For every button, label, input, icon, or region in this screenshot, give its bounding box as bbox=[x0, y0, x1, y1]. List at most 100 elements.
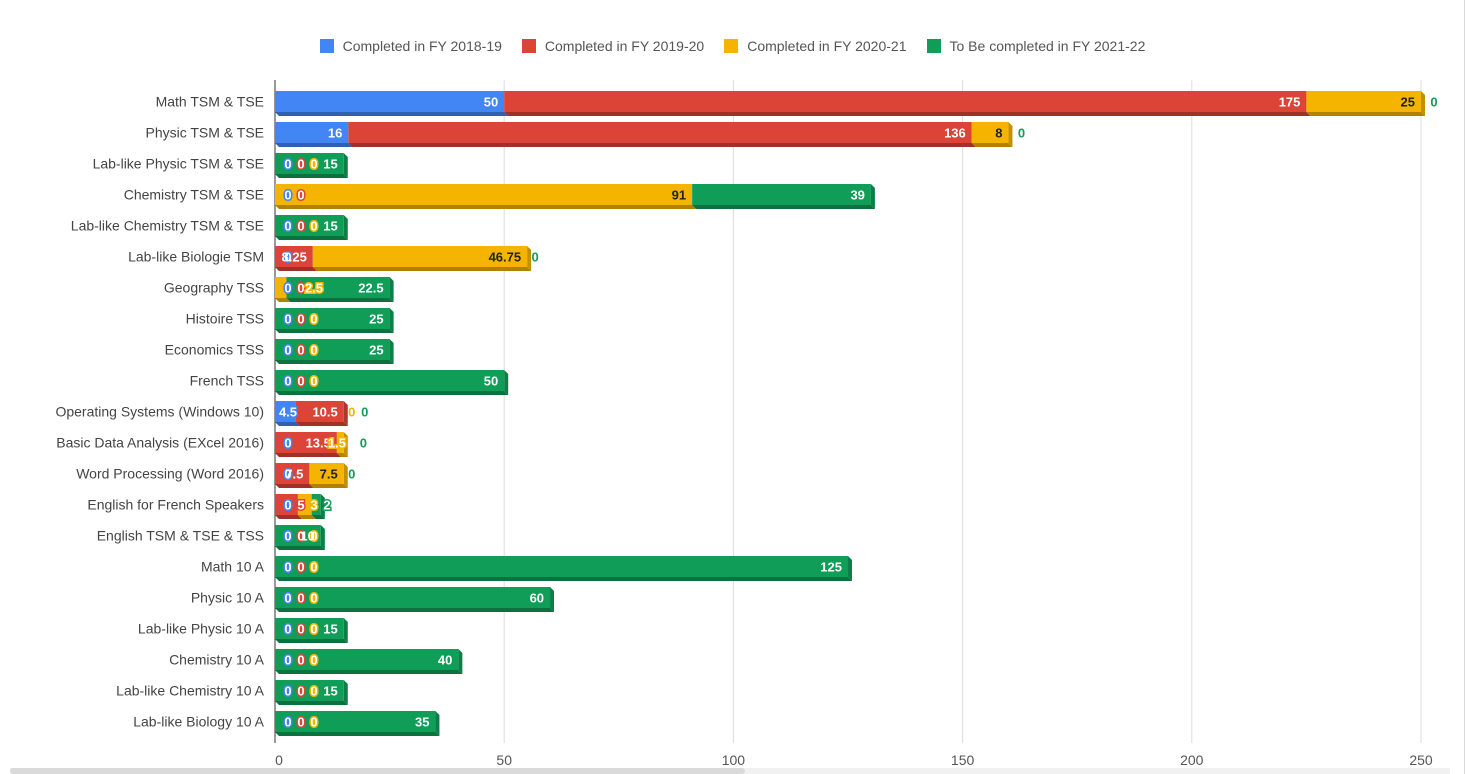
bar-segment[interactable] bbox=[275, 277, 287, 298]
bar-depth bbox=[295, 422, 348, 426]
scrollbar-thumb[interactable] bbox=[10, 768, 745, 774]
bar-side bbox=[870, 184, 875, 209]
data-label: 0 bbox=[297, 188, 304, 203]
bar-depth bbox=[275, 205, 697, 209]
bar-depth bbox=[348, 143, 976, 147]
legend-label-fy2020-21: Completed in FY 2020-21 bbox=[747, 38, 907, 54]
bar-segment[interactable] bbox=[295, 401, 344, 422]
bar-segment[interactable] bbox=[275, 432, 337, 453]
bar-segment[interactable] bbox=[504, 91, 1307, 112]
data-label: 0 bbox=[297, 591, 304, 606]
data-label: 10.5 bbox=[312, 405, 337, 420]
bar-segment[interactable] bbox=[275, 618, 344, 639]
bar-segment[interactable] bbox=[275, 184, 693, 205]
bar-side bbox=[527, 246, 532, 271]
bar-side bbox=[343, 680, 348, 705]
bar-depth bbox=[312, 267, 532, 271]
data-label: 0 bbox=[297, 374, 304, 389]
data-label: 0 bbox=[360, 436, 367, 451]
data-label: 0 bbox=[1430, 95, 1437, 110]
bar-side bbox=[320, 525, 325, 550]
category-label: Lab-like Physic 10 A bbox=[138, 621, 265, 637]
bar-segment[interactable] bbox=[275, 91, 505, 112]
bar-segment[interactable] bbox=[275, 525, 321, 546]
data-label: 0 bbox=[284, 622, 291, 637]
data-label: 25 bbox=[369, 312, 383, 327]
bar-segment[interactable] bbox=[275, 308, 390, 329]
data-label: 0 bbox=[297, 622, 304, 637]
bar-segment[interactable] bbox=[309, 463, 344, 484]
data-label: 0 bbox=[532, 250, 539, 265]
data-label: 0 bbox=[297, 684, 304, 699]
data-label: 0 bbox=[297, 560, 304, 575]
category-label: Operating Systems (Windows 10) bbox=[55, 404, 264, 420]
bar-segment[interactable] bbox=[971, 122, 1009, 143]
bar-segment[interactable] bbox=[275, 711, 436, 732]
bar-segment[interactable] bbox=[275, 215, 344, 236]
data-label: 22.5 bbox=[358, 281, 383, 296]
data-label: 15 bbox=[323, 219, 337, 234]
legend-swatch-fy2021-22 bbox=[926, 39, 941, 53]
bar-segment[interactable] bbox=[286, 277, 390, 298]
bar-side bbox=[1008, 122, 1013, 147]
bar-segment[interactable] bbox=[348, 122, 972, 143]
bar-segment[interactable] bbox=[275, 463, 310, 484]
gridlines bbox=[274, 80, 1422, 743]
data-label: 0 bbox=[310, 219, 317, 234]
bar-segment[interactable] bbox=[275, 649, 459, 670]
bar-depth bbox=[275, 515, 302, 519]
data-label: 5 bbox=[297, 498, 304, 513]
legend-swatch-fy2019-20 bbox=[521, 39, 536, 53]
category-label: Physic 10 A bbox=[191, 590, 265, 606]
data-label: 0 bbox=[284, 529, 291, 544]
bar-segment[interactable] bbox=[297, 494, 312, 515]
bar-segment[interactable] bbox=[312, 246, 528, 267]
bar-segment[interactable] bbox=[275, 339, 390, 360]
data-label: 0 bbox=[348, 405, 355, 420]
data-label: 0 bbox=[297, 343, 304, 358]
bar-segment[interactable] bbox=[336, 432, 344, 453]
bar-depth bbox=[275, 453, 341, 457]
legend-item-fy2018-19[interactable]: Completed in FY 2018-19 bbox=[319, 38, 502, 54]
bar-segment[interactable] bbox=[275, 246, 313, 267]
data-label: 0 bbox=[297, 281, 304, 296]
data-label: 7.5 bbox=[285, 467, 303, 482]
data-label: 0 bbox=[284, 343, 291, 358]
bar-segment[interactable] bbox=[275, 153, 344, 174]
bar-depth bbox=[971, 143, 1013, 147]
data-label: 0 bbox=[284, 436, 291, 451]
bar-segment[interactable] bbox=[275, 587, 551, 608]
bar-depth bbox=[275, 112, 509, 116]
bar-segment[interactable] bbox=[275, 370, 505, 391]
data-label: 50 bbox=[484, 374, 498, 389]
bar-segment[interactable] bbox=[692, 184, 871, 205]
bar-segment[interactable] bbox=[275, 556, 848, 577]
bar-segment[interactable] bbox=[1306, 91, 1421, 112]
legend-swatch-fy2018-19 bbox=[319, 39, 334, 53]
bar-segment[interactable] bbox=[275, 494, 298, 515]
legend-item-fy2021-22[interactable]: To Be completed in FY 2021-22 bbox=[926, 38, 1145, 54]
legend-label-fy2019-20: Completed in FY 2019-20 bbox=[544, 38, 705, 54]
legend-item-fy2019-20[interactable]: Completed in FY 2019-20 bbox=[521, 38, 705, 54]
bar-depth bbox=[286, 298, 394, 302]
category-label: French TSS bbox=[190, 373, 264, 389]
bar-segment[interactable] bbox=[311, 494, 321, 515]
data-label: 136 bbox=[944, 126, 966, 141]
bar-depth bbox=[504, 112, 1311, 116]
bar-side bbox=[389, 339, 394, 364]
data-label: 35 bbox=[415, 715, 429, 730]
bar-segment[interactable] bbox=[275, 680, 344, 701]
category-label: Chemistry 10 A bbox=[169, 652, 265, 668]
x-tick-label-0: 0 bbox=[275, 752, 283, 768]
legend-item-fy2020-21[interactable]: Completed in FY 2020-21 bbox=[724, 38, 907, 54]
bar-segment[interactable] bbox=[275, 122, 349, 143]
data-label: 0 bbox=[310, 653, 317, 668]
data-label: 0 bbox=[284, 374, 291, 389]
data-label: 0 bbox=[284, 188, 291, 203]
data-label: 0 bbox=[310, 529, 317, 544]
data-label: 0 bbox=[297, 653, 304, 668]
bar-segment[interactable] bbox=[275, 401, 296, 422]
data-label: 125 bbox=[820, 560, 842, 575]
data-label: 0 bbox=[284, 653, 291, 668]
